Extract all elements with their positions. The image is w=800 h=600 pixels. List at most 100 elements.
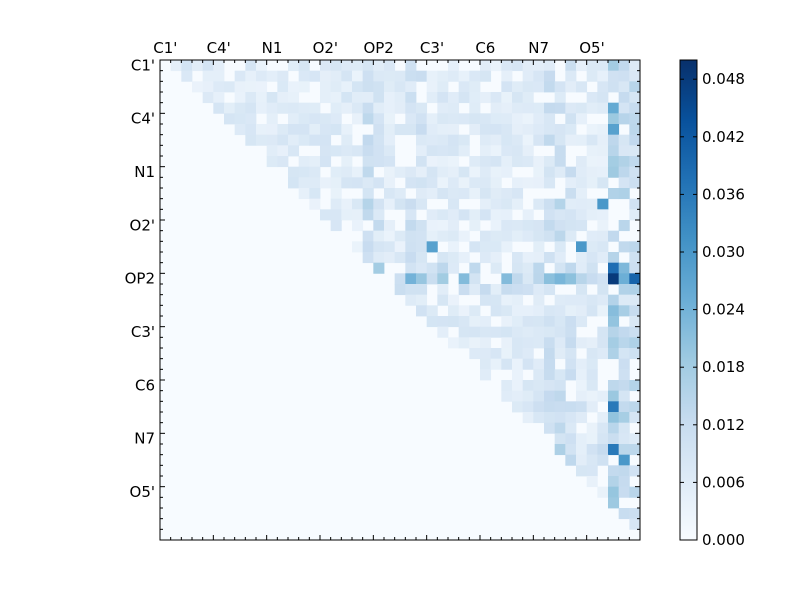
heatmap-cell bbox=[426, 92, 438, 104]
heatmap-cell bbox=[629, 70, 641, 82]
heatmap-cell bbox=[426, 305, 438, 317]
heatmap-cell bbox=[522, 412, 534, 424]
y-tick-label: C6 bbox=[135, 376, 155, 394]
heatmap-cell bbox=[362, 156, 374, 168]
heatmap-cell bbox=[437, 113, 449, 125]
heatmap-cell bbox=[544, 380, 556, 392]
heatmap-cell bbox=[448, 316, 460, 328]
heatmap-cell bbox=[448, 305, 460, 317]
heatmap-cell bbox=[394, 188, 406, 200]
heatmap-cell bbox=[608, 390, 620, 402]
heatmap-cell bbox=[522, 124, 534, 136]
heatmap-cell bbox=[512, 337, 524, 349]
heatmap-cell bbox=[234, 124, 246, 136]
heatmap-cell bbox=[576, 113, 588, 125]
heatmap-cell bbox=[544, 252, 556, 264]
heatmap-cell bbox=[458, 113, 470, 125]
heatmap-cell bbox=[512, 305, 524, 317]
heatmap-cell bbox=[298, 134, 310, 146]
heatmap-cell bbox=[522, 220, 534, 232]
heatmap-cell bbox=[277, 145, 289, 157]
heatmap-cell bbox=[266, 102, 278, 114]
heatmap-cell bbox=[565, 422, 577, 434]
heatmap-cell bbox=[512, 92, 524, 104]
heatmap-cell bbox=[437, 209, 449, 221]
heatmap-cell bbox=[533, 220, 545, 232]
y-tick-label: C4' bbox=[131, 110, 155, 128]
heatmap-cell bbox=[490, 134, 502, 146]
heatmap-cell bbox=[544, 401, 556, 413]
heatmap-cell bbox=[618, 465, 630, 477]
heatmap-cell bbox=[544, 156, 556, 168]
heatmap-cell bbox=[554, 166, 566, 178]
heatmap-cell bbox=[522, 401, 534, 413]
heatmap-cell bbox=[586, 60, 598, 72]
heatmap-cell bbox=[309, 134, 321, 146]
heatmap-cell bbox=[469, 92, 481, 104]
heatmap-cell bbox=[426, 316, 438, 328]
heatmap-cell bbox=[512, 401, 524, 413]
heatmap-cell bbox=[608, 422, 620, 434]
heatmap-cell bbox=[384, 252, 396, 264]
heatmap-cell bbox=[373, 241, 385, 253]
heatmap-cell bbox=[544, 422, 556, 434]
heatmap-cell bbox=[458, 209, 470, 221]
heatmap-cell bbox=[384, 198, 396, 210]
heatmap-cell bbox=[490, 284, 502, 296]
heatmap-cell bbox=[298, 166, 310, 178]
heatmap-cell bbox=[437, 156, 449, 168]
heatmap-cell bbox=[554, 422, 566, 434]
heatmap-cell bbox=[458, 92, 470, 104]
y-tick-label: C3' bbox=[131, 323, 155, 341]
heatmap-cell bbox=[586, 145, 598, 157]
heatmap-cell bbox=[309, 177, 321, 189]
heatmap-cell bbox=[426, 230, 438, 242]
heatmap-cell bbox=[490, 102, 502, 114]
heatmap-cell bbox=[490, 92, 502, 104]
heatmap-cell bbox=[576, 198, 588, 210]
heatmap-cell bbox=[394, 241, 406, 253]
heatmap-cell bbox=[608, 294, 620, 306]
heatmap-cell bbox=[320, 70, 332, 82]
colorbar-tick-label: 0.018 bbox=[702, 358, 745, 376]
heatmap-cell bbox=[544, 134, 556, 146]
heatmap-cell bbox=[597, 177, 609, 189]
heatmap-cell bbox=[437, 316, 449, 328]
heatmap-cell bbox=[618, 70, 630, 82]
heatmap-cell bbox=[352, 113, 364, 125]
heatmap-cell bbox=[576, 241, 588, 253]
heatmap-cell bbox=[544, 369, 556, 381]
heatmap-cell bbox=[245, 134, 257, 146]
heatmap-cell bbox=[416, 252, 428, 264]
heatmap-cell bbox=[554, 81, 566, 93]
heatmap-cell bbox=[298, 113, 310, 125]
heatmap-cell bbox=[266, 124, 278, 136]
heatmap-cell bbox=[490, 166, 502, 178]
heatmap-cell bbox=[597, 209, 609, 221]
heatmap-cell bbox=[522, 305, 534, 317]
heatmap-cell bbox=[362, 198, 374, 210]
heatmap-cell bbox=[490, 60, 502, 72]
heatmap-cell bbox=[448, 241, 460, 253]
heatmap-cell bbox=[416, 220, 428, 232]
heatmap-cell bbox=[426, 209, 438, 221]
heatmap-cell bbox=[586, 262, 598, 274]
heatmap-cell bbox=[512, 390, 524, 402]
heatmap-cell bbox=[608, 337, 620, 349]
heatmap-cell bbox=[373, 81, 385, 93]
heatmap-cell bbox=[373, 209, 385, 221]
heatmap-cell bbox=[522, 70, 534, 82]
heatmap-cell bbox=[608, 102, 620, 114]
heatmap-cell bbox=[629, 92, 641, 104]
heatmap-cell bbox=[522, 284, 534, 296]
heatmap-cell bbox=[618, 508, 630, 520]
heatmap-cell bbox=[277, 134, 289, 146]
heatmap-cell bbox=[309, 188, 321, 200]
heatmap-cell bbox=[373, 220, 385, 232]
heatmap-cell bbox=[554, 337, 566, 349]
x-tick-label: N1 bbox=[262, 39, 283, 57]
heatmap-cell bbox=[576, 273, 588, 285]
heatmap-cell bbox=[384, 70, 396, 82]
heatmap-cell bbox=[629, 348, 641, 360]
heatmap-cell bbox=[597, 252, 609, 264]
